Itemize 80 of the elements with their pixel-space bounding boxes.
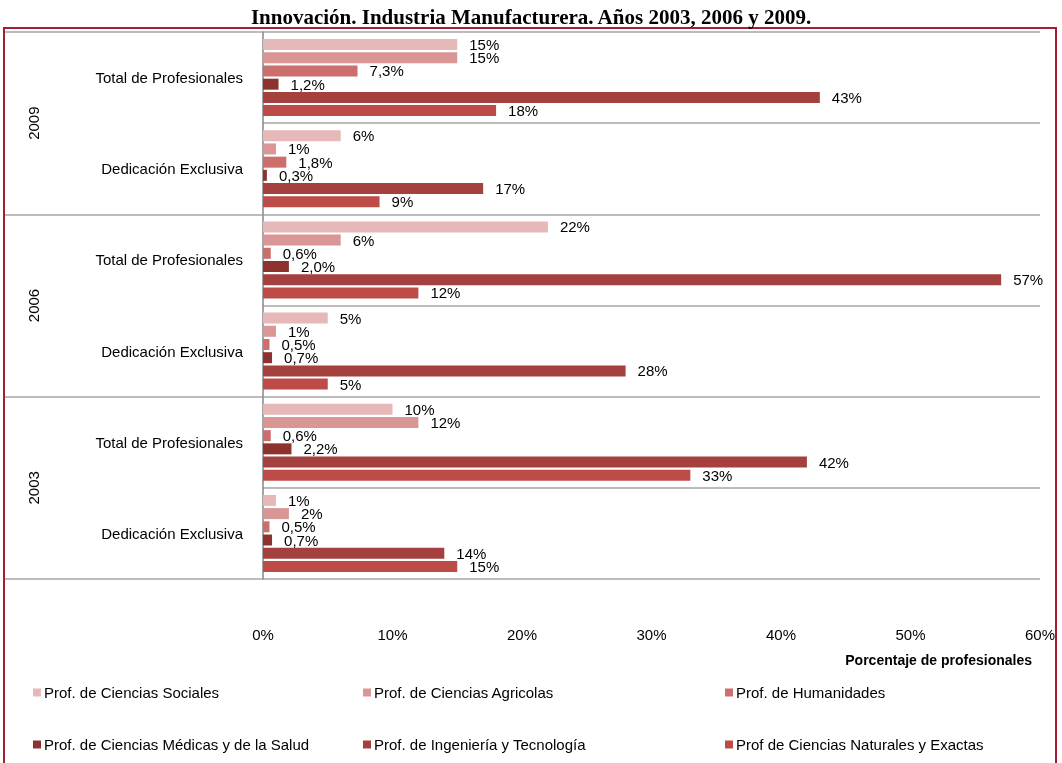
bar <box>263 508 289 520</box>
bar <box>263 534 273 546</box>
bar <box>263 78 279 90</box>
bar <box>263 183 484 195</box>
data-label: 12% <box>430 284 461 302</box>
bar <box>263 312 328 324</box>
bar <box>263 143 276 155</box>
y-tick-label: Dedicación Exclusiva <box>101 524 244 542</box>
bar <box>263 378 328 390</box>
bar <box>263 274 1002 286</box>
y-tick-label: Total de Profesionales <box>95 433 243 451</box>
text: 2006 <box>25 288 42 323</box>
text: 2009 <box>25 106 42 140</box>
legend-label: Prof. de Ingeniería y Tecnología <box>374 736 587 753</box>
data-label: 9% <box>391 193 414 211</box>
bar <box>263 91 820 103</box>
bar <box>263 365 626 377</box>
bar <box>263 247 271 259</box>
bar <box>263 494 276 506</box>
bar <box>263 287 419 299</box>
bar <box>263 196 380 208</box>
data-label: 42% <box>818 453 849 471</box>
bar <box>263 52 458 64</box>
data-label: 5% <box>339 309 362 327</box>
data-label: 22% <box>559 218 590 236</box>
bar <box>263 443 292 455</box>
x-axis-title: Porcentaje de profesionales <box>845 652 1033 668</box>
bar <box>263 261 289 273</box>
data-label: 7,3% <box>369 62 404 80</box>
chart-title: Innovación. Industria Manufacturera. Años 2003, 2006 y 2009. <box>250 4 812 29</box>
x-tick-label: 40% <box>765 626 797 643</box>
data-label: 33% <box>702 466 733 484</box>
data-label: 6% <box>352 127 375 145</box>
data-label: 28% <box>637 362 668 380</box>
bar <box>263 156 287 168</box>
bar <box>263 403 393 415</box>
x-tick-label: 60% <box>1024 626 1056 643</box>
legend-label: Prof. de Ciencias Agricolas <box>374 684 554 701</box>
legend-label: Prof. de Ciencias Médicas y de la Salud <box>44 736 310 753</box>
y-tick-label: Total de Profesionales <box>95 69 243 87</box>
bar <box>263 352 273 364</box>
y-tick-label: Dedicación Exclusiva <box>101 342 244 360</box>
bar <box>263 430 271 442</box>
legend-label: Prof. de Ciencias Sociales <box>44 684 220 701</box>
bar <box>263 221 548 233</box>
data-label: 18% <box>508 102 539 120</box>
data-label: 6% <box>352 231 375 249</box>
bar <box>263 325 276 337</box>
data-label: 17% <box>495 180 526 198</box>
bar <box>263 521 270 533</box>
data-label: 14% <box>456 544 487 562</box>
data-label: 10% <box>404 400 435 418</box>
x-tick-label: 50% <box>895 626 926 643</box>
bar <box>263 39 458 51</box>
bar <box>263 547 445 559</box>
legend-label: Prof de Ciencias Naturales y Exactas <box>736 736 984 753</box>
bar <box>263 416 419 428</box>
x-tick-label: 0% <box>252 626 274 643</box>
data-label: 1,2% <box>290 75 325 93</box>
data-label: 1% <box>287 140 310 158</box>
text: 2003 <box>25 471 42 505</box>
legend-label: Prof. de Humanidades <box>736 684 886 701</box>
data-label: 1% <box>287 322 310 340</box>
bar <box>263 560 458 572</box>
bar <box>263 65 358 77</box>
bar <box>263 338 270 350</box>
data-label: 57% <box>1013 271 1044 289</box>
bar <box>263 169 267 181</box>
data-label: 5% <box>339 375 362 393</box>
bar <box>263 234 341 246</box>
bar <box>263 105 497 117</box>
data-label: 43% <box>831 88 862 106</box>
x-tick-label: 20% <box>506 626 538 643</box>
bar <box>263 456 807 468</box>
x-tick-label: 30% <box>636 626 667 643</box>
y-tick-label: Total de Profesionales <box>95 251 243 269</box>
y-tick-label: Dedicación Exclusiva <box>101 160 244 178</box>
bar <box>263 469 691 481</box>
x-tick-label: 10% <box>377 626 408 643</box>
bar <box>263 130 341 142</box>
